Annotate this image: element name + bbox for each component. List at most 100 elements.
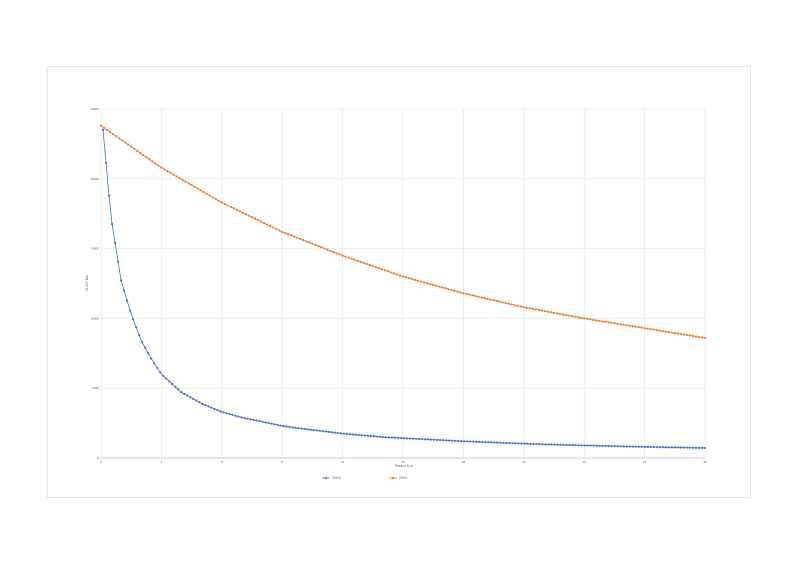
- data-point: [622, 445, 625, 448]
- data-point: [199, 189, 202, 192]
- data-point: [504, 301, 507, 305]
- data-point: [516, 304, 519, 307]
- data-point: [192, 397, 195, 401]
- data-point: [448, 439, 451, 442]
- data-point: [237, 415, 240, 418]
- y-tick-label: 25000: [91, 107, 100, 111]
- data-point: [142, 153, 145, 157]
- data-point: [196, 187, 199, 190]
- data-point: [166, 170, 169, 173]
- data-point: [175, 175, 178, 178]
- data-point: [685, 333, 688, 337]
- data-point: [471, 294, 474, 297]
- data-point: [694, 335, 698, 338]
- data-point: [291, 426, 294, 429]
- data-point: [444, 287, 447, 290]
- data-point: [232, 207, 235, 210]
- data-point: [127, 143, 130, 146]
- data-point: [264, 421, 267, 424]
- data-point: [297, 427, 300, 430]
- data-point: [565, 443, 568, 447]
- data-point: [586, 317, 589, 320]
- data-point: [116, 260, 120, 263]
- data-point: [544, 443, 547, 446]
- data-point: [347, 256, 350, 259]
- data-point: [293, 235, 296, 238]
- data-point: [395, 273, 399, 276]
- data-point: [359, 260, 362, 263]
- data-point: [386, 270, 389, 273]
- data-point: [378, 435, 382, 438]
- data-point: [401, 275, 405, 278]
- data-point: [272, 226, 275, 229]
- data-point: [383, 269, 386, 272]
- data-point: [284, 231, 287, 235]
- data-point: [235, 208, 238, 211]
- data-point: [468, 293, 471, 296]
- data-point: [348, 433, 351, 436]
- data-point: [433, 438, 436, 441]
- data-point: [360, 434, 363, 437]
- data-point: [439, 438, 442, 442]
- data-point: [262, 221, 266, 225]
- data-point: [110, 222, 114, 226]
- data-point: [410, 277, 414, 281]
- data-point: [492, 299, 495, 302]
- data-point: [454, 439, 457, 442]
- data-point: [270, 422, 273, 425]
- legend-marker: [324, 476, 328, 480]
- data-point: [216, 409, 219, 412]
- data-point: [445, 439, 448, 442]
- data-point: [438, 285, 441, 288]
- data-point: [649, 445, 652, 449]
- data-point: [456, 290, 459, 293]
- data-point: [365, 262, 368, 266]
- data-point: [531, 307, 534, 311]
- data-point: [499, 441, 502, 444]
- data-point: [133, 147, 136, 150]
- data-point: [375, 435, 379, 438]
- data-point: [664, 446, 667, 449]
- data-point: [246, 417, 249, 420]
- data-point: [326, 248, 329, 251]
- data-point: [225, 412, 228, 415]
- data-point: [484, 441, 487, 444]
- data-point: [374, 266, 377, 269]
- legend-marker: [391, 476, 395, 480]
- data-point: [514, 442, 517, 445]
- chart-frame: [47, 66, 751, 498]
- data-point: [571, 315, 574, 318]
- data-point: [138, 334, 141, 337]
- series-line: [102, 129, 706, 449]
- data-point: [420, 280, 423, 283]
- data-point: [118, 137, 121, 140]
- data-point: [171, 382, 174, 386]
- data-point: [625, 324, 628, 327]
- data-point: [543, 310, 547, 313]
- data-point: [478, 440, 481, 444]
- data-point: [417, 279, 420, 282]
- data-point: [377, 267, 380, 270]
- data-point: [541, 443, 544, 446]
- data-point: [222, 411, 225, 414]
- data-point: [538, 443, 541, 446]
- data-point: [249, 418, 252, 421]
- tick-labels: 0 3 6 9 12 15 18 21 24 27 30 0 5000 10000 15000 20000 25…: [91, 107, 707, 464]
- legend: 200/4 200/1: [322, 476, 408, 480]
- data-point: [389, 271, 393, 274]
- data-point: [119, 279, 123, 282]
- data-point: [238, 210, 242, 213]
- data-point: [279, 424, 282, 427]
- data-point: [369, 434, 372, 438]
- data-point: [153, 362, 156, 365]
- data-point: [592, 444, 595, 447]
- data-point: [336, 431, 339, 435]
- data-point: [344, 255, 347, 258]
- data-point: [583, 317, 586, 320]
- data-point: [207, 405, 210, 408]
- data-point: [676, 446, 680, 449]
- data-point: [555, 312, 559, 315]
- data-point: [520, 442, 523, 445]
- data-point: [226, 204, 229, 207]
- data-point: [267, 421, 270, 425]
